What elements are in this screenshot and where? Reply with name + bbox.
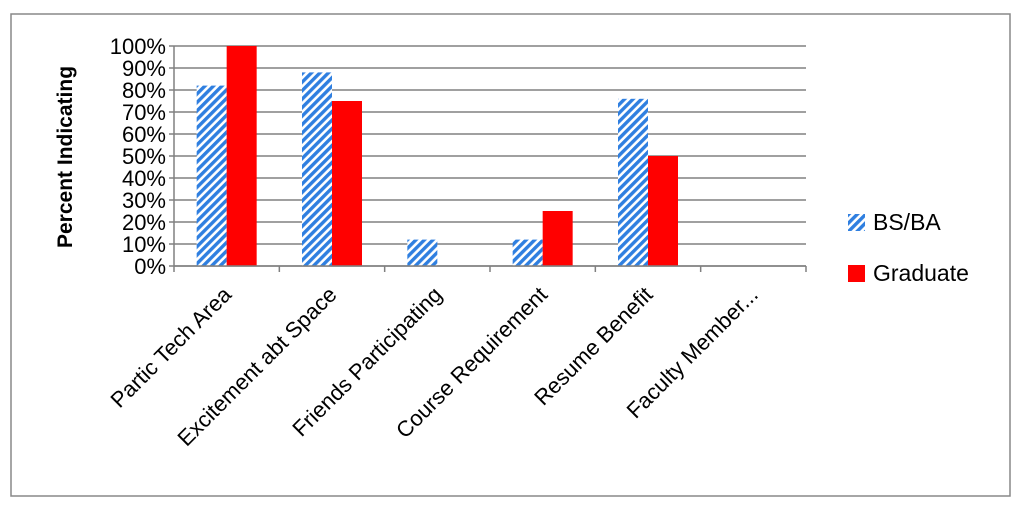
y-tick-label: 0%: [134, 254, 166, 279]
bar-graduate-1: [332, 101, 362, 266]
y-tick-label: 80%: [122, 78, 166, 103]
legend-label: Graduate: [873, 260, 969, 286]
bar-bs-ba-2: [407, 239, 438, 266]
legend-swatch-graduate: [848, 265, 865, 282]
y-tick-label: 70%: [122, 100, 166, 125]
y-tick-label: 100%: [110, 34, 166, 59]
legend-swatch-bs-ba: [848, 214, 865, 231]
bar-graduate-4: [648, 156, 678, 266]
y-tick-label: 30%: [122, 188, 166, 213]
chart-border: [10, 13, 1011, 497]
legend-label: BS/BA: [873, 209, 941, 235]
y-tick-label: 60%: [122, 122, 166, 147]
y-axis-label: Percent Indicating: [54, 66, 77, 248]
y-tick-label: 50%: [122, 144, 166, 169]
y-tick-label: 10%: [122, 232, 166, 257]
bar-bs-ba-0: [196, 85, 227, 266]
bar-graduate-0: [226, 46, 257, 266]
bar-bs-ba-3: [512, 239, 543, 266]
y-tick-label: 40%: [122, 166, 166, 191]
y-tick-label: 20%: [122, 210, 166, 235]
bar-bs-ba-1: [302, 72, 332, 267]
bar-bs-ba-4: [618, 98, 648, 266]
y-tick-label: 90%: [122, 56, 166, 81]
bar-graduate-3: [542, 211, 573, 266]
